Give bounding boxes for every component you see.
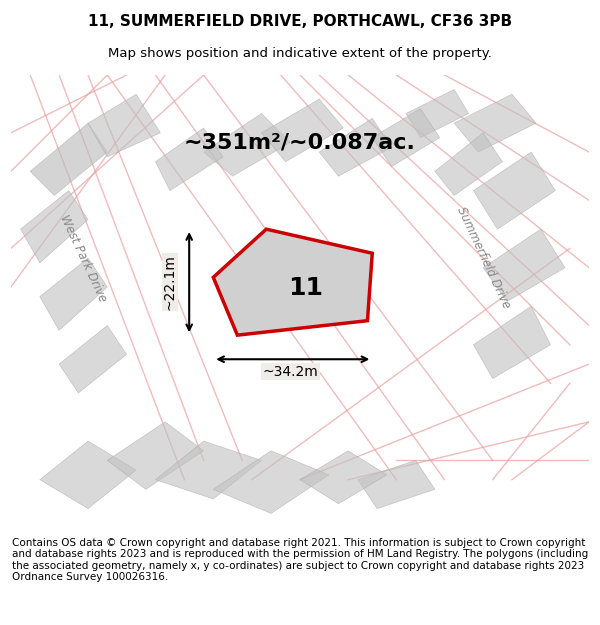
Polygon shape xyxy=(473,306,551,379)
Polygon shape xyxy=(88,94,160,157)
Text: ~34.2m: ~34.2m xyxy=(262,365,318,379)
Polygon shape xyxy=(213,451,329,513)
Polygon shape xyxy=(155,128,223,191)
Polygon shape xyxy=(203,114,290,176)
Polygon shape xyxy=(372,109,440,166)
Polygon shape xyxy=(358,461,435,509)
Polygon shape xyxy=(406,89,469,138)
Polygon shape xyxy=(319,118,392,176)
Text: Summerfield Drive: Summerfield Drive xyxy=(454,205,512,311)
Polygon shape xyxy=(454,94,536,152)
Polygon shape xyxy=(30,123,107,196)
Polygon shape xyxy=(155,441,262,499)
Text: West Park Drive: West Park Drive xyxy=(58,213,109,304)
Polygon shape xyxy=(20,191,88,263)
Polygon shape xyxy=(300,451,387,504)
Polygon shape xyxy=(107,422,203,489)
Text: 11, SUMMERFIELD DRIVE, PORTHCAWL, CF36 3PB: 11, SUMMERFIELD DRIVE, PORTHCAWL, CF36 3… xyxy=(88,14,512,29)
Text: ~22.1m: ~22.1m xyxy=(163,254,177,310)
Polygon shape xyxy=(473,152,556,229)
Polygon shape xyxy=(213,229,372,335)
Text: Contains OS data © Crown copyright and database right 2021. This information is : Contains OS data © Crown copyright and d… xyxy=(12,538,588,582)
Polygon shape xyxy=(59,326,127,393)
Text: 11: 11 xyxy=(288,276,323,300)
Polygon shape xyxy=(262,99,343,162)
Polygon shape xyxy=(483,229,565,301)
Polygon shape xyxy=(40,258,107,331)
Polygon shape xyxy=(435,132,502,196)
Polygon shape xyxy=(40,441,136,509)
Text: Map shows position and indicative extent of the property.: Map shows position and indicative extent… xyxy=(108,48,492,61)
Text: ~351m²/~0.087ac.: ~351m²/~0.087ac. xyxy=(184,132,416,152)
